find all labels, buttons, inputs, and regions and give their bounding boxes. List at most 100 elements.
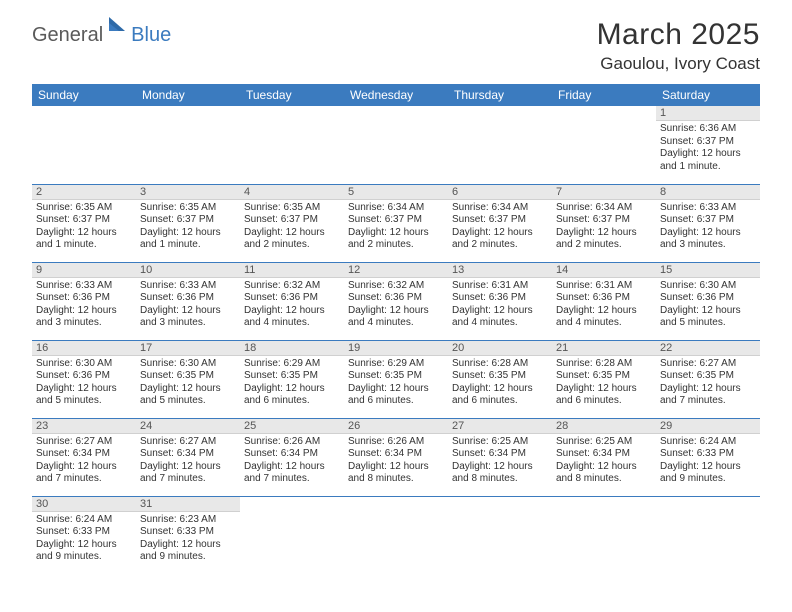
- calendar-cell: [344, 106, 448, 184]
- day-details: Sunrise: 6:24 AMSunset: 6:33 PMDaylight:…: [32, 512, 136, 566]
- sunrise-text: Sunrise: 6:34 AM: [452, 202, 548, 215]
- day-number: 3: [136, 185, 240, 200]
- calendar-cell: 1Sunrise: 6:36 AMSunset: 6:37 PMDaylight…: [656, 106, 760, 184]
- sunrise-text: Sunrise: 6:30 AM: [140, 358, 236, 371]
- calendar-cell: [448, 496, 552, 574]
- day-details: Sunrise: 6:27 AMSunset: 6:34 PMDaylight:…: [32, 434, 136, 488]
- daylight-text: Daylight: 12 hours and 9 minutes.: [660, 461, 756, 486]
- calendar-cell: [552, 106, 656, 184]
- calendar-page: General Blue March 2025 Gaoulou, Ivory C…: [0, 0, 792, 584]
- calendar-cell: [240, 496, 344, 574]
- calendar-cell: 16Sunrise: 6:30 AMSunset: 6:36 PMDayligh…: [32, 340, 136, 418]
- sunrise-text: Sunrise: 6:24 AM: [660, 436, 756, 449]
- calendar-cell: 10Sunrise: 6:33 AMSunset: 6:36 PMDayligh…: [136, 262, 240, 340]
- daylight-text: Daylight: 12 hours and 8 minutes.: [348, 461, 444, 486]
- weekday-header: Sunday: [32, 84, 136, 106]
- daylight-text: Daylight: 12 hours and 3 minutes.: [140, 305, 236, 330]
- sunset-text: Sunset: 6:35 PM: [140, 370, 236, 383]
- sunrise-text: Sunrise: 6:31 AM: [556, 280, 652, 293]
- day-number: 6: [448, 185, 552, 200]
- daylight-text: Daylight: 12 hours and 5 minutes.: [660, 305, 756, 330]
- sunset-text: Sunset: 6:36 PM: [556, 292, 652, 305]
- sunrise-text: Sunrise: 6:29 AM: [348, 358, 444, 371]
- sunset-text: Sunset: 6:34 PM: [348, 448, 444, 461]
- sunrise-text: Sunrise: 6:25 AM: [452, 436, 548, 449]
- day-number: 18: [240, 341, 344, 356]
- sunset-text: Sunset: 6:33 PM: [140, 526, 236, 539]
- day-details: Sunrise: 6:35 AMSunset: 6:37 PMDaylight:…: [136, 200, 240, 254]
- day-details: Sunrise: 6:26 AMSunset: 6:34 PMDaylight:…: [240, 434, 344, 488]
- day-details: Sunrise: 6:28 AMSunset: 6:35 PMDaylight:…: [552, 356, 656, 410]
- sunset-text: Sunset: 6:37 PM: [348, 214, 444, 227]
- daylight-text: Daylight: 12 hours and 2 minutes.: [244, 227, 340, 252]
- daylight-text: Daylight: 12 hours and 1 minute.: [660, 148, 756, 173]
- sunset-text: Sunset: 6:34 PM: [36, 448, 132, 461]
- sunset-text: Sunset: 6:35 PM: [660, 370, 756, 383]
- day-details: Sunrise: 6:33 AMSunset: 6:36 PMDaylight:…: [136, 278, 240, 332]
- sunset-text: Sunset: 6:36 PM: [36, 370, 132, 383]
- logo-text-general: General: [32, 24, 103, 47]
- day-details: Sunrise: 6:33 AMSunset: 6:37 PMDaylight:…: [656, 200, 760, 254]
- daylight-text: Daylight: 12 hours and 5 minutes.: [140, 383, 236, 408]
- sunrise-text: Sunrise: 6:27 AM: [36, 436, 132, 449]
- day-details: Sunrise: 6:35 AMSunset: 6:37 PMDaylight:…: [240, 200, 344, 254]
- calendar-cell: 22Sunrise: 6:27 AMSunset: 6:35 PMDayligh…: [656, 340, 760, 418]
- day-number: 9: [32, 263, 136, 278]
- month-title: March 2025: [597, 18, 760, 52]
- sunset-text: Sunset: 6:33 PM: [660, 448, 756, 461]
- sunrise-text: Sunrise: 6:35 AM: [140, 202, 236, 215]
- sunset-text: Sunset: 6:34 PM: [452, 448, 548, 461]
- calendar-row: 23Sunrise: 6:27 AMSunset: 6:34 PMDayligh…: [32, 418, 760, 496]
- calendar-cell: 8Sunrise: 6:33 AMSunset: 6:37 PMDaylight…: [656, 184, 760, 262]
- logo-text-blue: Blue: [131, 24, 171, 47]
- sunrise-text: Sunrise: 6:28 AM: [556, 358, 652, 371]
- calendar-cell: 13Sunrise: 6:31 AMSunset: 6:36 PMDayligh…: [448, 262, 552, 340]
- daylight-text: Daylight: 12 hours and 9 minutes.: [140, 539, 236, 564]
- sunrise-text: Sunrise: 6:34 AM: [348, 202, 444, 215]
- daylight-text: Daylight: 12 hours and 4 minutes.: [452, 305, 548, 330]
- day-details: Sunrise: 6:36 AMSunset: 6:37 PMDaylight:…: [656, 121, 760, 175]
- calendar-cell: 24Sunrise: 6:27 AMSunset: 6:34 PMDayligh…: [136, 418, 240, 496]
- day-number: 17: [136, 341, 240, 356]
- calendar-cell: 12Sunrise: 6:32 AMSunset: 6:36 PMDayligh…: [344, 262, 448, 340]
- calendar-row: 16Sunrise: 6:30 AMSunset: 6:36 PMDayligh…: [32, 340, 760, 418]
- day-details: Sunrise: 6:25 AMSunset: 6:34 PMDaylight:…: [448, 434, 552, 488]
- sunrise-text: Sunrise: 6:27 AM: [660, 358, 756, 371]
- calendar-row: 1Sunrise: 6:36 AMSunset: 6:37 PMDaylight…: [32, 106, 760, 184]
- calendar-cell: 7Sunrise: 6:34 AMSunset: 6:37 PMDaylight…: [552, 184, 656, 262]
- day-number: 1: [656, 106, 760, 121]
- calendar-cell: 19Sunrise: 6:29 AMSunset: 6:35 PMDayligh…: [344, 340, 448, 418]
- weekday-header: Saturday: [656, 84, 760, 106]
- sunset-text: Sunset: 6:34 PM: [140, 448, 236, 461]
- calendar-cell: 29Sunrise: 6:24 AMSunset: 6:33 PMDayligh…: [656, 418, 760, 496]
- calendar-cell: 18Sunrise: 6:29 AMSunset: 6:35 PMDayligh…: [240, 340, 344, 418]
- daylight-text: Daylight: 12 hours and 4 minutes.: [556, 305, 652, 330]
- sunrise-text: Sunrise: 6:35 AM: [36, 202, 132, 215]
- day-number: 19: [344, 341, 448, 356]
- sunset-text: Sunset: 6:37 PM: [452, 214, 548, 227]
- calendar-cell: [552, 496, 656, 574]
- day-number: 14: [552, 263, 656, 278]
- day-details: Sunrise: 6:25 AMSunset: 6:34 PMDaylight:…: [552, 434, 656, 488]
- calendar-cell: 31Sunrise: 6:23 AMSunset: 6:33 PMDayligh…: [136, 496, 240, 574]
- day-number: 27: [448, 419, 552, 434]
- day-details: Sunrise: 6:34 AMSunset: 6:37 PMDaylight:…: [344, 200, 448, 254]
- calendar-row: 2Sunrise: 6:35 AMSunset: 6:37 PMDaylight…: [32, 184, 760, 262]
- day-details: Sunrise: 6:31 AMSunset: 6:36 PMDaylight:…: [552, 278, 656, 332]
- day-number: 23: [32, 419, 136, 434]
- daylight-text: Daylight: 12 hours and 5 minutes.: [36, 383, 132, 408]
- sunrise-text: Sunrise: 6:33 AM: [660, 202, 756, 215]
- sunrise-text: Sunrise: 6:34 AM: [556, 202, 652, 215]
- day-number: 7: [552, 185, 656, 200]
- sunset-text: Sunset: 6:34 PM: [244, 448, 340, 461]
- sunrise-text: Sunrise: 6:26 AM: [348, 436, 444, 449]
- daylight-text: Daylight: 12 hours and 2 minutes.: [452, 227, 548, 252]
- weekday-header: Thursday: [448, 84, 552, 106]
- day-number: 13: [448, 263, 552, 278]
- day-number: 28: [552, 419, 656, 434]
- weekday-header: Wednesday: [344, 84, 448, 106]
- calendar-cell: 21Sunrise: 6:28 AMSunset: 6:35 PMDayligh…: [552, 340, 656, 418]
- day-details: Sunrise: 6:24 AMSunset: 6:33 PMDaylight:…: [656, 434, 760, 488]
- daylight-text: Daylight: 12 hours and 6 minutes.: [348, 383, 444, 408]
- day-details: Sunrise: 6:23 AMSunset: 6:33 PMDaylight:…: [136, 512, 240, 566]
